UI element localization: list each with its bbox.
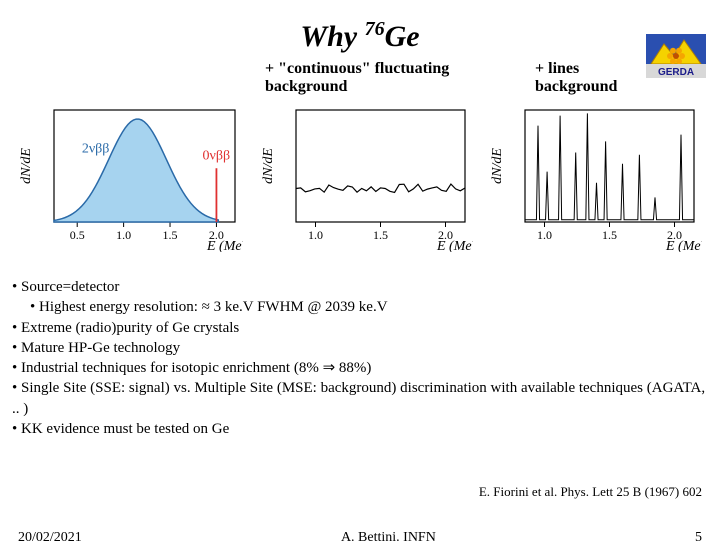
charts-row: 0.51.01.52.0dN/dEE (MeV)2νββ0νββ 1.01.52… [0, 102, 720, 257]
continuous-bg-header: + "continuous" fluctuating background [265, 60, 465, 96]
chart-continuous: 1.01.52.0dN/dEE (MeV) [260, 102, 473, 257]
svg-text:1.5: 1.5 [163, 228, 178, 242]
footer-page: 5 [695, 530, 702, 546]
svg-text:E (MeV): E (MeV) [665, 239, 702, 252]
footer-author: A. Bettini. INFN [341, 530, 436, 546]
svg-text:dN/dE: dN/dE [261, 148, 276, 184]
chart-headers-row: + "continuous" fluctuating background + … [0, 60, 720, 100]
citation: E. Fiorini et al. Phys. Lett 25 B (1967)… [479, 484, 702, 500]
bullet-item: • Industrial techniques for isotopic enr… [12, 358, 708, 378]
svg-text:0.5: 0.5 [70, 228, 85, 242]
title-element: Ge [385, 20, 420, 53]
svg-text:1.0: 1.0 [116, 228, 131, 242]
svg-text:0νββ: 0νββ [203, 148, 231, 163]
bullet-item: • Single Site (SSE: signal) vs. Multiple… [12, 378, 708, 419]
svg-text:2νββ: 2νββ [82, 142, 110, 157]
svg-text:dN/dE: dN/dE [19, 148, 34, 184]
bullet-item: • Highest energy resolution: ≈ 3 ke.V FW… [30, 297, 708, 317]
chart-lines: 1.01.52.0dN/dEE (MeV) [489, 102, 702, 257]
lines-bg-header: + lines background [535, 60, 665, 96]
title-prefix: Why [300, 20, 364, 53]
svg-text:1.5: 1.5 [602, 228, 617, 242]
slide-title: Why 76Ge [0, 18, 720, 54]
svg-text:dN/dE: dN/dE [490, 148, 505, 184]
svg-text:1.5: 1.5 [373, 228, 388, 242]
chart-spectrum: 0.51.01.52.0dN/dEE (MeV)2νββ0νββ [18, 102, 243, 257]
bullet-item: • Source=detector [12, 277, 708, 297]
bullet-item: • KK evidence must be tested on Ge [12, 419, 708, 439]
svg-text:E (MeV): E (MeV) [436, 239, 473, 252]
svg-text:E (MeV): E (MeV) [206, 239, 243, 252]
footer: 20/02/2021 A. Bettini. INFN 5 [0, 530, 720, 546]
bullet-item: • Extreme (radio)purity of Ge crystals [12, 318, 708, 338]
footer-date: 20/02/2021 [18, 530, 82, 546]
bullet-list: • Source=detector• Highest energy resolu… [12, 277, 708, 439]
bullet-item: • Mature HP-Ge technology [12, 338, 708, 358]
svg-text:1.0: 1.0 [537, 228, 552, 242]
title-isotope: 76 [365, 18, 385, 40]
svg-text:1.0: 1.0 [308, 228, 323, 242]
